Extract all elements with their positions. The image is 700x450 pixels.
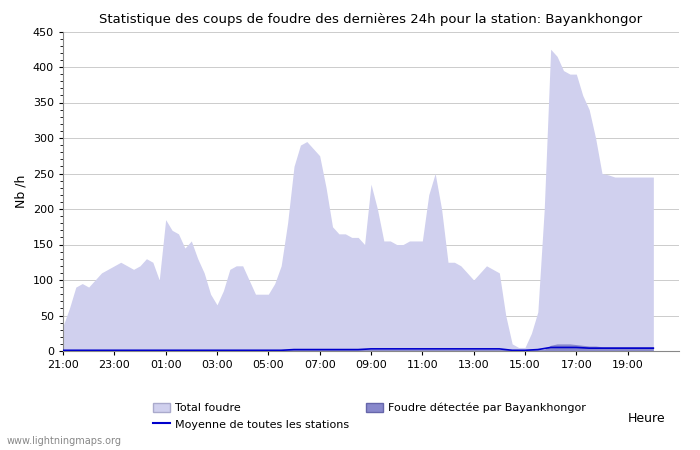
Title: Statistique des coups de foudre des dernières 24h pour la station: Bayankhongor: Statistique des coups de foudre des dern… [99, 13, 643, 26]
Legend: Total foudre, Moyenne de toutes les stations, Foudre détectée par Bayankhongor: Total foudre, Moyenne de toutes les stat… [148, 398, 591, 434]
Y-axis label: Nb /h: Nb /h [14, 175, 27, 208]
Text: Heure: Heure [627, 412, 665, 425]
Text: www.lightningmaps.org: www.lightningmaps.org [7, 436, 122, 446]
